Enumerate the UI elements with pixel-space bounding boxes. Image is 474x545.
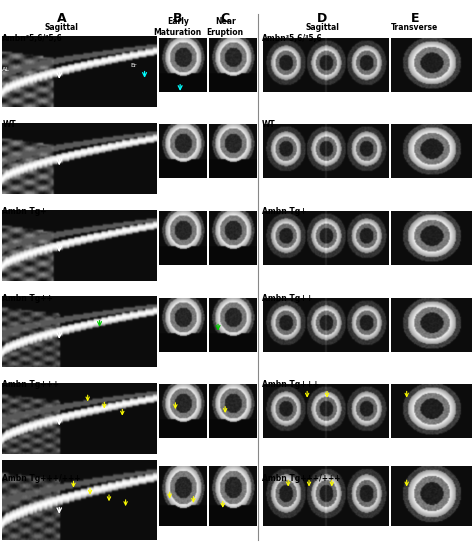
Text: M1: M1 bbox=[277, 529, 286, 534]
Text: Ambn Tg+++: Ambn Tg+++ bbox=[2, 380, 59, 390]
Text: D: D bbox=[317, 12, 328, 25]
Bar bbox=[2, 383, 156, 454]
Bar bbox=[159, 298, 206, 352]
Bar bbox=[209, 38, 256, 92]
Text: Near
Eruption: Near Eruption bbox=[207, 17, 244, 37]
Bar bbox=[159, 38, 206, 92]
Bar bbox=[263, 38, 389, 92]
Bar bbox=[159, 466, 206, 526]
Bar bbox=[391, 125, 472, 178]
Text: M3: M3 bbox=[343, 529, 352, 534]
Text: L: L bbox=[414, 529, 418, 534]
Bar bbox=[209, 298, 256, 352]
Text: L: L bbox=[196, 529, 200, 534]
Bar bbox=[263, 211, 389, 265]
Bar bbox=[391, 38, 472, 92]
Bar bbox=[2, 37, 156, 107]
Text: Ambn³5,6/³5,6: Ambn³5,6/³5,6 bbox=[2, 34, 63, 43]
Bar bbox=[2, 461, 156, 540]
Bar bbox=[209, 466, 256, 526]
Text: AL: AL bbox=[2, 66, 9, 72]
Text: E: E bbox=[410, 12, 419, 25]
Bar bbox=[2, 296, 156, 367]
Bar bbox=[391, 298, 472, 352]
Text: Early
Maturation: Early Maturation bbox=[154, 17, 202, 37]
Bar bbox=[159, 125, 206, 178]
Text: Ambn Tg++: Ambn Tg++ bbox=[2, 294, 53, 303]
Bar bbox=[2, 210, 156, 281]
Bar bbox=[391, 211, 472, 265]
Bar bbox=[391, 385, 472, 438]
Bar bbox=[159, 211, 206, 265]
Text: Ambn Tg+: Ambn Tg+ bbox=[2, 207, 47, 216]
Text: B: B bbox=[382, 529, 386, 534]
Text: WT: WT bbox=[2, 120, 16, 130]
Bar bbox=[209, 385, 256, 438]
Text: Ambn Tg+++/+++: Ambn Tg+++/+++ bbox=[2, 474, 81, 483]
Bar bbox=[263, 125, 389, 178]
Bar bbox=[209, 125, 256, 178]
Text: Ambn Tg++: Ambn Tg++ bbox=[262, 294, 312, 303]
Text: B: B bbox=[214, 529, 218, 534]
Bar bbox=[263, 466, 389, 526]
Text: WT: WT bbox=[262, 120, 275, 130]
Text: Ambn Tg+++: Ambn Tg+++ bbox=[262, 380, 319, 390]
Bar bbox=[391, 466, 472, 526]
Bar bbox=[159, 385, 206, 438]
Text: B: B bbox=[173, 12, 182, 25]
Text: Sagittal: Sagittal bbox=[45, 23, 79, 32]
Text: A: A bbox=[57, 12, 66, 25]
Text: Ambn Tg+++/+++: Ambn Tg+++/+++ bbox=[262, 474, 340, 483]
Text: Er: Er bbox=[130, 63, 137, 68]
Text: Sagittal: Sagittal bbox=[305, 23, 339, 32]
Text: Ambn Tg+: Ambn Tg+ bbox=[262, 207, 306, 216]
Text: Ambn³5,6/³5,6: Ambn³5,6/³5,6 bbox=[262, 34, 322, 43]
Text: L: L bbox=[245, 529, 248, 534]
Bar bbox=[263, 385, 389, 438]
Text: B: B bbox=[169, 529, 173, 534]
Text: C: C bbox=[220, 12, 230, 25]
Text: M2: M2 bbox=[310, 529, 319, 534]
Bar bbox=[263, 298, 389, 352]
Bar bbox=[2, 123, 156, 194]
Text: Transverse: Transverse bbox=[391, 23, 438, 32]
Bar bbox=[209, 211, 256, 265]
